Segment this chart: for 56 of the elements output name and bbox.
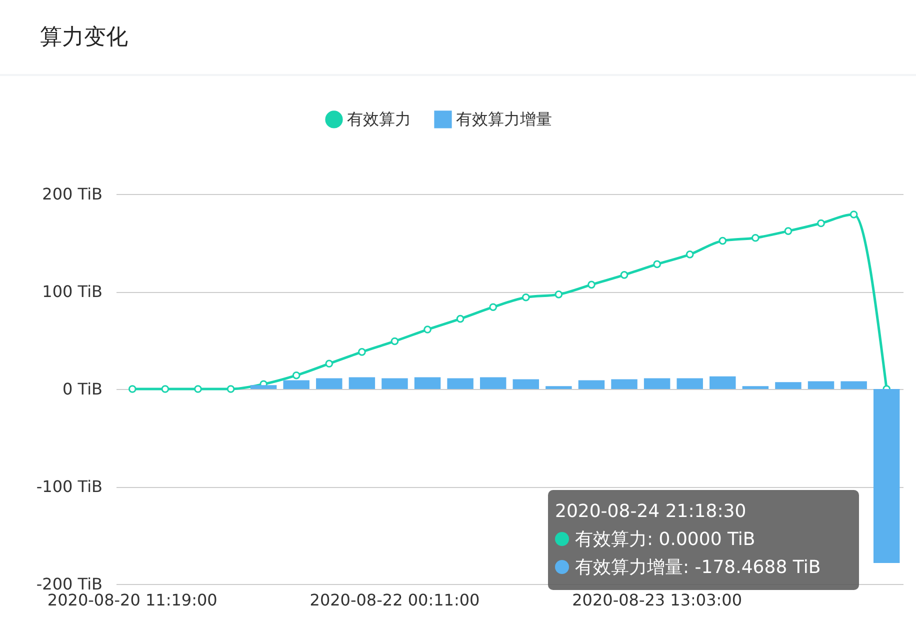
point: [784, 227, 792, 235]
point: [194, 385, 202, 393]
point: [390, 337, 399, 346]
point: [522, 293, 530, 302]
y-tick-label: 0 TiB: [62, 380, 102, 398]
bar: [546, 386, 572, 389]
point: [554, 290, 563, 298]
point: [358, 348, 366, 356]
bar: [348, 377, 376, 389]
y-tick-label: -100 TiB: [36, 477, 102, 496]
bar: [283, 380, 310, 389]
point: [850, 210, 858, 218]
chart-title: 算力变化: [40, 24, 128, 52]
bar: [512, 379, 540, 389]
bar: [578, 380, 605, 389]
point: [718, 236, 727, 245]
point: [161, 385, 170, 393]
bar: [808, 381, 834, 389]
bar: [250, 385, 277, 389]
point: [424, 326, 432, 334]
bar: [316, 378, 342, 389]
bar: [644, 378, 670, 389]
point: [292, 371, 300, 380]
point: [686, 250, 694, 258]
bar: [710, 376, 736, 389]
y-tick-label: 200 TiB: [42, 184, 102, 204]
bar: [414, 377, 441, 389]
legend-label: 有效算力: [347, 109, 411, 128]
bar: [742, 386, 769, 389]
point: [620, 271, 628, 279]
bar: [775, 382, 802, 389]
point: [752, 234, 760, 242]
point: [325, 360, 334, 368]
point: [588, 280, 596, 289]
point: [817, 219, 825, 228]
bar: [447, 378, 474, 389]
bar: [480, 377, 506, 389]
bar: [611, 379, 638, 389]
point: [489, 303, 498, 312]
annotation: 2020-08-24 21:18:30: [555, 500, 748, 524]
x-tick-label: 2020-08-23 13:03:00: [572, 590, 742, 610]
point: [653, 260, 661, 268]
x-tick-label: 2020-08-20 11:19:00: [47, 590, 218, 610]
y-tick-label: -200 TiB: [36, 574, 102, 594]
point: [226, 385, 235, 393]
x-tick-label: 2020-08-22 00:11:00: [310, 590, 480, 610]
bar: [382, 378, 408, 389]
legend-label: 有效算力增量: [456, 109, 552, 128]
annotation: 有效算力: 0.0000 TiB: [574, 528, 756, 552]
y-tick-label: 100 TiB: [42, 282, 102, 301]
bar: [873, 389, 900, 564]
annotation: 有效算力增量: -178.4688 TiB: [574, 556, 822, 580]
bar: [676, 378, 703, 389]
point: [128, 385, 136, 393]
point: [456, 314, 464, 323]
bar: [840, 381, 867, 389]
